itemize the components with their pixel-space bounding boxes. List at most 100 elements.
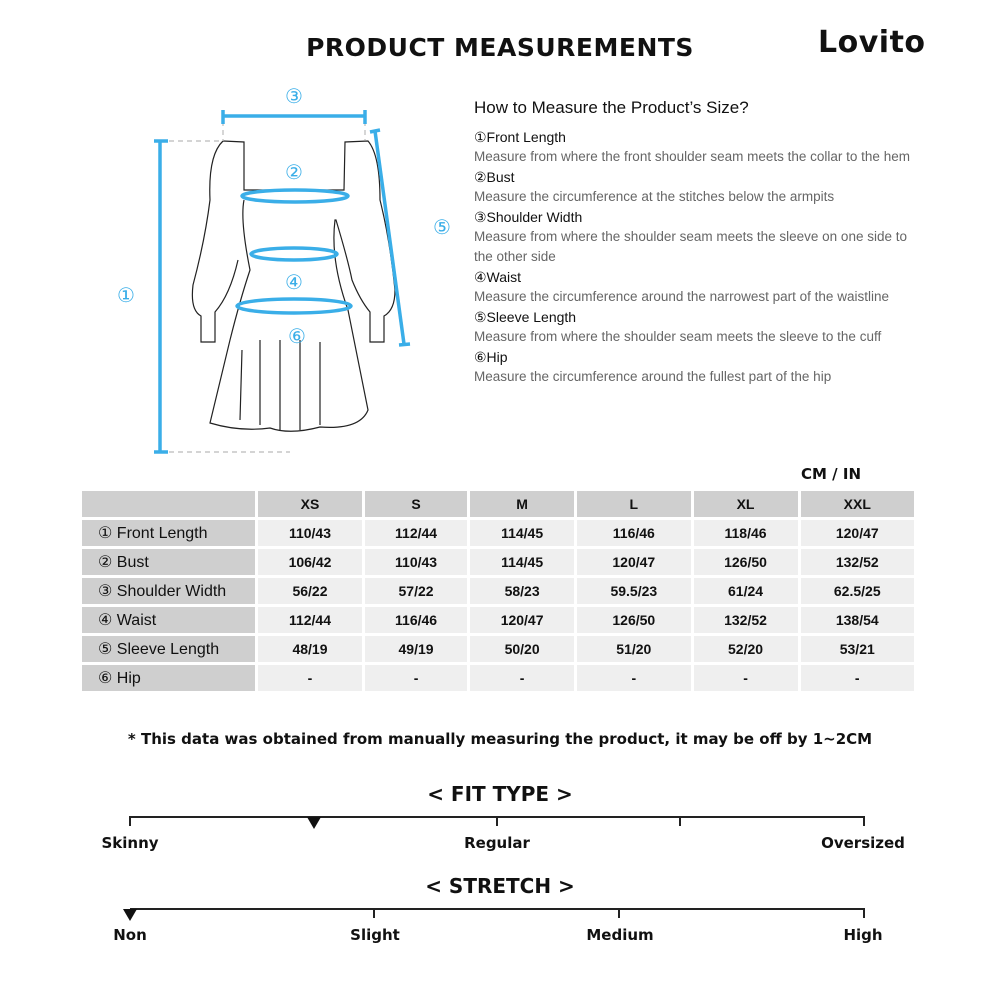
table-cell: -	[258, 665, 362, 691]
measure-item: ①Front Length Measure from where the fron…	[474, 127, 914, 167]
row-label: ② Bust	[82, 549, 255, 575]
measure-name: ②Bust	[474, 169, 515, 185]
how-to-measure: How to Measure the Product’s Size? ①Fron…	[474, 98, 914, 387]
fit-label-regular: Regular	[464, 834, 530, 852]
table-cell: 48/19	[258, 636, 362, 662]
stretch-label-medium: Medium	[586, 926, 654, 944]
size-header: M	[470, 491, 575, 517]
table-cell: 59.5/23	[577, 578, 691, 604]
table-cell: 61/24	[693, 578, 798, 604]
table-cell: 49/19	[364, 636, 468, 662]
table-cell: 110/43	[258, 520, 362, 546]
table-cell: -	[577, 665, 691, 691]
measure-desc: Measure the circumference around the ful…	[474, 369, 832, 384]
measure-name: ③Shoulder Width	[474, 209, 583, 225]
table-cell: 50/20	[470, 636, 575, 662]
dress-measurement-diagram: ① ② ③ ④ ⑤ ⑥	[117, 84, 451, 454]
waist-line	[249, 246, 339, 262]
marker-2: ②	[285, 160, 303, 184]
measure-name: ⑥Hip	[474, 349, 508, 365]
marker-6: ⑥	[288, 324, 306, 348]
brand-logo: Lovito	[818, 25, 926, 60]
how-to-heading: How to Measure the Product’s Size?	[474, 98, 749, 117]
fit-level-marker	[306, 817, 321, 829]
marker-1: ①	[117, 283, 135, 307]
fit-type-title: < FIT TYPE >	[427, 782, 573, 806]
page-title: PRODUCT MEASUREMENTS	[306, 33, 694, 62]
table-cell: 120/47	[800, 520, 914, 546]
size-header: XXL	[800, 491, 914, 517]
table-cell: 120/47	[470, 607, 575, 633]
row-label: ③ Shoulder Width	[82, 578, 255, 604]
fit-label-skinny: Skinny	[101, 834, 159, 852]
table-row: ⑥ Hip - - - - - -	[82, 665, 914, 691]
unit-label: CM / IN	[801, 465, 861, 483]
measure-item: ⑤Sleeve Length Measure from where the sho…	[474, 307, 914, 347]
table-cell: 52/20	[693, 636, 798, 662]
marker-3: ③	[285, 84, 303, 108]
table-cell: 126/50	[693, 549, 798, 575]
table-row: ⑤ Sleeve Length 48/19 49/19 50/20 51/20 52/20…	[82, 636, 914, 662]
stretch-title: < STRETCH >	[425, 874, 575, 898]
marker-5: ⑤	[433, 215, 451, 239]
header-blank	[82, 491, 255, 517]
table-cell: 126/50	[577, 607, 691, 633]
row-label: ① Front Length	[82, 520, 255, 546]
table-cell: 116/46	[577, 520, 691, 546]
sleeve-length-line	[373, 130, 406, 345]
table-cell: 106/42	[258, 549, 362, 575]
row-label: ⑤ Sleeve Length	[82, 636, 255, 662]
table-cell: 112/44	[258, 607, 362, 633]
measure-desc: Measure from where the shoulder seam mee…	[474, 229, 907, 264]
table-cell: 114/45	[470, 549, 575, 575]
stretch-label-non: Non	[113, 926, 147, 944]
hip-line	[235, 297, 353, 315]
table-row: ② Bust 106/42 110/43 114/45 120/47 126/50 132/…	[82, 549, 914, 575]
table-cell: 62.5/25	[800, 578, 914, 604]
table-cell: 51/20	[577, 636, 691, 662]
table-cell: -	[800, 665, 914, 691]
table-cell: 118/46	[693, 520, 798, 546]
measure-item: ②Bust Measure the circumference at the st…	[474, 167, 914, 207]
table-cell: -	[364, 665, 468, 691]
size-table: XS S M L XL XXL ① Front Length 110/43 112/44 114/…	[79, 488, 917, 694]
table-cell: 120/47	[577, 549, 691, 575]
fit-label-oversized: Oversized	[821, 834, 905, 852]
table-cell: 58/23	[470, 578, 575, 604]
table-cell: 56/22	[258, 578, 362, 604]
disclaimer-note: * This data was obtained from manually m…	[127, 730, 873, 748]
table-cell: 132/52	[800, 549, 914, 575]
table-cell: -	[470, 665, 575, 691]
row-label: ⑥ Hip	[82, 665, 255, 691]
size-header: L	[577, 491, 691, 517]
table-cell: 116/46	[364, 607, 468, 633]
stretch-label-high: High	[843, 926, 883, 944]
table-header-row: XS S M L XL XXL	[82, 491, 914, 517]
table-cell: 110/43	[364, 549, 468, 575]
size-header: S	[364, 491, 468, 517]
table-cell: 53/21	[800, 636, 914, 662]
measure-desc: Measure the circumference around the nar…	[474, 289, 889, 304]
table-cell: 114/45	[470, 520, 575, 546]
table-cell: 57/22	[364, 578, 468, 604]
table-cell: 112/44	[364, 520, 468, 546]
table-row: ① Front Length 110/43 112/44 114/45 116/46 11…	[82, 520, 914, 546]
measure-item: ⑥Hip Measure the circumference around the…	[474, 347, 914, 387]
bust-line	[240, 188, 350, 204]
stretch-label-slight: Slight	[350, 926, 400, 944]
size-header: XS	[258, 491, 362, 517]
row-label: ④ Waist	[82, 607, 255, 633]
measure-name: ①Front Length	[474, 129, 566, 145]
measure-name: ④Waist	[474, 269, 522, 285]
measure-item: ③Shoulder Width Measure from where the sh…	[474, 207, 914, 267]
measure-desc: Measure the circumference at the stitche…	[474, 189, 835, 204]
stretch-level-marker	[123, 909, 137, 921]
table-cell: -	[693, 665, 798, 691]
marker-4: ④	[285, 270, 303, 294]
table-row: ③ Shoulder Width 56/22 57/22 58/23 59.5/23 61…	[82, 578, 914, 604]
measure-desc: Measure from where the front shoulder se…	[474, 149, 910, 164]
table-cell: 132/52	[693, 607, 798, 633]
table-row: ④ Waist 112/44 116/46 120/47 126/50 132/52 138…	[82, 607, 914, 633]
table-cell: 138/54	[800, 607, 914, 633]
